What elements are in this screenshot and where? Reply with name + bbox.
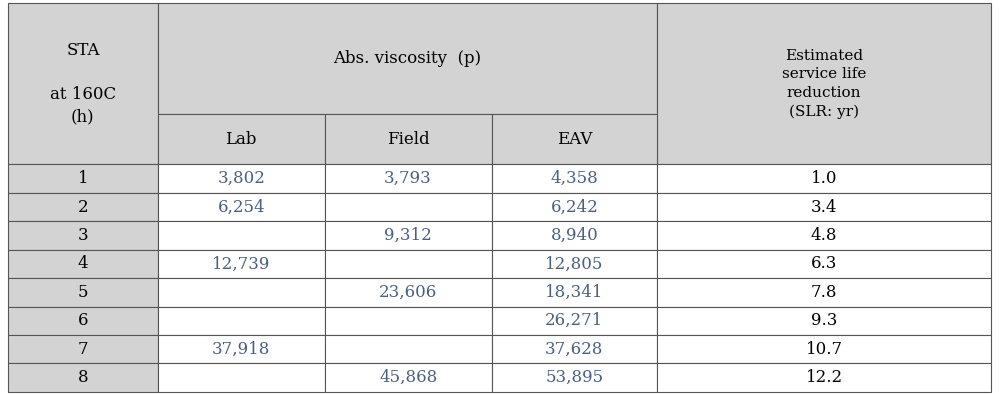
Bar xyxy=(325,363,492,392)
Text: 8,940: 8,940 xyxy=(550,227,598,244)
Bar xyxy=(8,278,158,307)
Bar xyxy=(492,193,657,221)
Bar xyxy=(325,250,492,278)
Text: 37,918: 37,918 xyxy=(212,341,271,358)
Text: 6,242: 6,242 xyxy=(550,199,598,216)
Bar xyxy=(657,3,991,164)
Text: EAV: EAV xyxy=(556,131,592,148)
Bar xyxy=(158,164,325,193)
Bar xyxy=(492,114,657,164)
Bar xyxy=(325,278,492,307)
Text: 18,341: 18,341 xyxy=(545,284,603,301)
Text: 3.4: 3.4 xyxy=(811,199,837,216)
Text: 7: 7 xyxy=(78,341,88,358)
Text: 8: 8 xyxy=(78,369,88,386)
Bar xyxy=(325,164,492,193)
Text: 12.2: 12.2 xyxy=(805,369,843,386)
Bar xyxy=(657,307,991,335)
Text: 7.8: 7.8 xyxy=(811,284,837,301)
Bar xyxy=(492,221,657,250)
Bar xyxy=(325,335,492,363)
Text: 6.3: 6.3 xyxy=(811,256,837,273)
Text: 2: 2 xyxy=(78,199,88,216)
Bar xyxy=(657,221,991,250)
Bar xyxy=(657,193,991,221)
Text: 6: 6 xyxy=(78,312,88,329)
Bar xyxy=(657,164,991,193)
Text: Estimated
service life
reduction
(SLR: yr): Estimated service life reduction (SLR: y… xyxy=(782,49,866,118)
Bar xyxy=(158,335,325,363)
Bar xyxy=(8,3,158,164)
Bar xyxy=(492,307,657,335)
Text: 6,254: 6,254 xyxy=(218,199,265,216)
Bar xyxy=(657,335,991,363)
Bar xyxy=(158,193,325,221)
Text: 37,628: 37,628 xyxy=(545,341,603,358)
Text: 4,358: 4,358 xyxy=(550,170,598,187)
Bar xyxy=(158,250,325,278)
Bar xyxy=(657,250,991,278)
Text: 10.7: 10.7 xyxy=(805,341,843,358)
Bar xyxy=(158,221,325,250)
Text: Field: Field xyxy=(387,131,430,148)
Bar xyxy=(325,114,492,164)
Bar xyxy=(158,278,325,307)
Bar xyxy=(8,221,158,250)
Text: Abs. viscosity  (p): Abs. viscosity (p) xyxy=(334,50,482,67)
Bar xyxy=(492,278,657,307)
Text: 3,793: 3,793 xyxy=(385,170,432,187)
Text: 1: 1 xyxy=(78,170,88,187)
Text: 23,606: 23,606 xyxy=(379,284,438,301)
Bar xyxy=(325,221,492,250)
Bar xyxy=(8,363,158,392)
Bar xyxy=(8,307,158,335)
Bar xyxy=(158,363,325,392)
Text: 4: 4 xyxy=(78,256,88,273)
Text: 12,739: 12,739 xyxy=(212,256,271,273)
Bar xyxy=(8,164,158,193)
Text: 9,312: 9,312 xyxy=(385,227,432,244)
Bar xyxy=(158,114,325,164)
Bar xyxy=(492,363,657,392)
Text: 4.8: 4.8 xyxy=(811,227,837,244)
Text: 3,802: 3,802 xyxy=(218,170,265,187)
Bar xyxy=(158,3,657,114)
Text: 45,868: 45,868 xyxy=(379,369,438,386)
Text: 5: 5 xyxy=(78,284,88,301)
Text: 3: 3 xyxy=(78,227,88,244)
Text: Lab: Lab xyxy=(226,131,257,148)
Text: 12,805: 12,805 xyxy=(545,256,603,273)
Text: STA

at 160C
(h): STA at 160C (h) xyxy=(50,42,116,126)
Text: 53,895: 53,895 xyxy=(545,369,603,386)
Bar xyxy=(325,193,492,221)
Bar xyxy=(492,164,657,193)
Text: 26,271: 26,271 xyxy=(545,312,603,329)
Bar xyxy=(492,335,657,363)
Bar xyxy=(657,278,991,307)
Text: 9.3: 9.3 xyxy=(811,312,837,329)
Bar xyxy=(325,307,492,335)
Bar xyxy=(8,335,158,363)
Bar xyxy=(492,250,657,278)
Text: 1.0: 1.0 xyxy=(811,170,837,187)
Bar xyxy=(657,363,991,392)
Bar xyxy=(158,307,325,335)
Bar xyxy=(8,250,158,278)
Bar xyxy=(8,193,158,221)
